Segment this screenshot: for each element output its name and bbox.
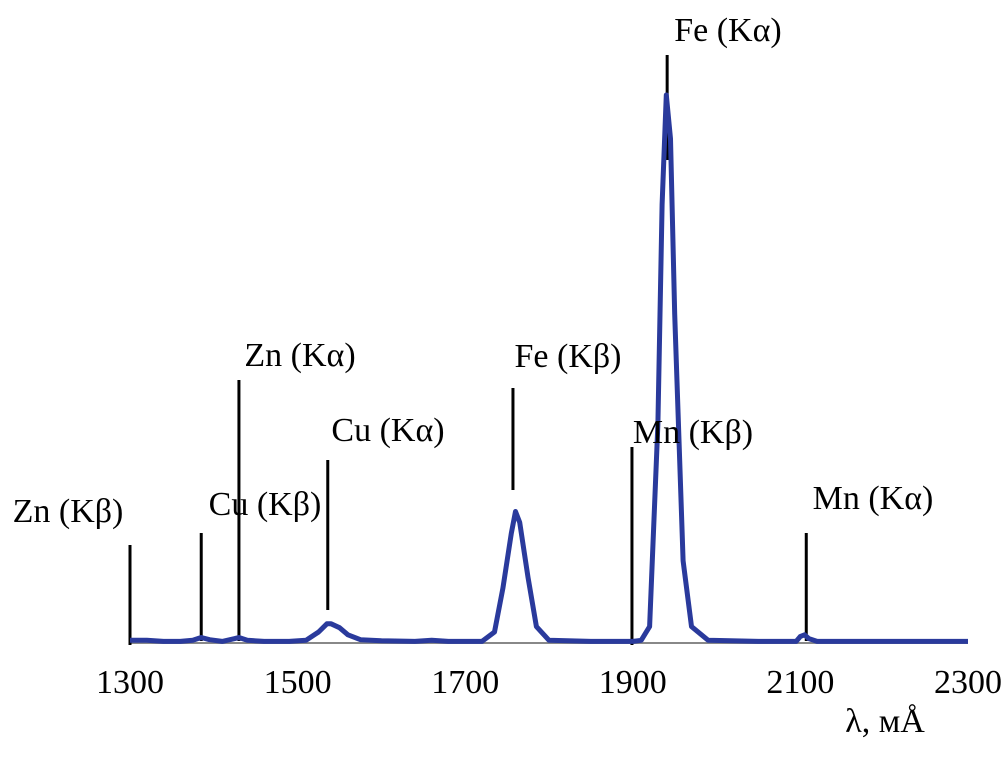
x-tick-label: 1300 xyxy=(96,664,164,701)
peak-label: Fe (Kα) xyxy=(674,12,782,49)
x-axis-label: λ, мÅ xyxy=(845,703,925,740)
x-tick-label: 1500 xyxy=(264,664,332,701)
peak-label: Cu (Kβ) xyxy=(209,486,322,523)
x-tick-label: 2300 xyxy=(934,664,1002,701)
spectrum-line xyxy=(130,92,968,644)
peak-label: Cu (Kα) xyxy=(331,412,444,449)
x-tick-label: 1700 xyxy=(431,664,499,701)
peak-label: Mn (Kβ) xyxy=(633,414,753,451)
x-tick-label: 2100 xyxy=(766,664,834,701)
peak-label: Fe (Kβ) xyxy=(515,338,622,375)
peak-label: Zn (Kβ) xyxy=(13,493,124,530)
peak-label: Zn (Kα) xyxy=(244,337,355,374)
x-tick-label: 1900 xyxy=(599,664,667,701)
peak-label: Mn (Kα) xyxy=(813,480,934,517)
